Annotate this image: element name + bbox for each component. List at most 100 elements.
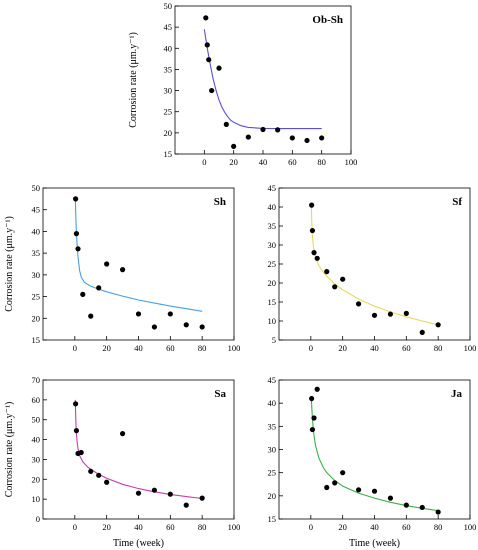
y-tick-label: 0 [36, 514, 40, 524]
fit-curve [310, 396, 439, 512]
x-tick-label: 40 [370, 522, 379, 532]
y-tick-label: 40 [268, 202, 277, 212]
y-tick-label: 40 [164, 43, 173, 53]
y-tick-label: 45 [32, 205, 41, 215]
y-tick-label: 25 [268, 468, 277, 478]
plot-frame [42, 379, 235, 520]
data-point [435, 509, 441, 515]
data-point [355, 487, 362, 493]
x-tick-label: 0 [309, 343, 313, 353]
x-tick-label: 80 [434, 343, 443, 353]
y-tick-label: 25 [164, 107, 173, 117]
y-tick-label: 30 [164, 86, 173, 96]
x-tick-label: 80 [434, 522, 443, 532]
y-tick-label: 40 [32, 435, 41, 445]
data-point [324, 269, 330, 275]
panel-title: Sh [214, 196, 226, 208]
y-axis-label: Corrosion rate (μm.y⁻¹) [4, 216, 15, 312]
data-point [206, 57, 212, 63]
x-tick-label: 20 [338, 522, 347, 532]
data-point [332, 480, 338, 486]
x-tick-label: 0 [73, 522, 77, 532]
x-tick-label: 80 [317, 157, 326, 167]
y-tick-label: 50 [164, 1, 173, 11]
data-point [167, 311, 173, 317]
data-point [88, 468, 94, 474]
x-axis-label: Time (week) [113, 538, 164, 549]
x-tick-label: 60 [288, 157, 297, 167]
fit-curve [310, 203, 439, 326]
data-point [311, 415, 317, 421]
y-tick-label: 35 [268, 421, 277, 431]
panel-title: Sa [214, 388, 226, 400]
panel-sh: 15 20 25 30 35 40 45 50 0 20 40 60 80 100 Sh Corrosion … [4, 183, 240, 353]
y-tick-label: 30 [268, 240, 277, 250]
x-tick-label: 20 [102, 343, 111, 353]
data-point [309, 202, 315, 208]
x-tick-label: 40 [370, 343, 379, 353]
x-axis-label: Time (week) [349, 538, 400, 549]
y-tick-label: 30 [32, 454, 41, 464]
y-tick-label: 45 [164, 22, 173, 32]
data-point [73, 231, 80, 237]
data-point [183, 322, 189, 328]
y-tick-label: 15 [268, 514, 277, 524]
x-tick-label: 100 [464, 522, 477, 532]
data-point [223, 121, 229, 127]
data-point [304, 137, 310, 144]
fit-curve [74, 196, 203, 312]
data-point [340, 470, 346, 476]
fit-curve [203, 29, 322, 130]
y-tick-label: 10 [32, 494, 41, 504]
y-tick-label: 20 [268, 491, 277, 501]
data-point [75, 246, 81, 252]
fit-curve [74, 399, 203, 500]
y-axis-label: Corrosion rate (μm.y⁻¹) [4, 402, 15, 498]
x-tick-label: 40 [259, 157, 268, 167]
data-point [73, 196, 79, 202]
y-tick-label: 25 [268, 259, 277, 269]
data-point [275, 127, 281, 133]
x-tick-label: 60 [402, 343, 411, 353]
panel-ob-sh: 15 20 25 30 35 40 45 50 0 20 40 60 80 100 Ob-Sh Corrosi… [128, 1, 357, 167]
data-point [332, 284, 338, 290]
data-point [314, 255, 320, 261]
data-point [309, 426, 316, 433]
data-point [435, 322, 441, 328]
data-point [119, 267, 126, 273]
data-point [151, 324, 158, 330]
data-point [231, 143, 237, 149]
panel-sa: 0 10 20 30 40 50 60 70 0 20 40 60 80 100 Sa Corrosion r… [4, 375, 240, 549]
panel-sf: 5 10 15 20 25 30 35 40 45 0 20 40 60 80 100 Sf [268, 183, 477, 353]
data-point [387, 495, 394, 501]
data-point [340, 276, 346, 282]
data-point [73, 428, 80, 434]
data-point [319, 135, 325, 141]
data-point [78, 449, 84, 456]
y-tick-label: 70 [32, 375, 41, 385]
y-tick-label: 35 [32, 248, 41, 258]
x-tick-label: 0 [202, 157, 206, 167]
data-point [311, 250, 317, 256]
data-point [260, 126, 266, 133]
data-point [80, 291, 86, 297]
data-point [88, 313, 94, 319]
x-tick-label: 20 [102, 522, 111, 532]
y-tick-label: 20 [32, 313, 41, 323]
data-point [183, 502, 189, 508]
y-tick-label: 45 [268, 375, 277, 385]
y-tick-label: 25 [32, 292, 41, 302]
data-point [245, 134, 251, 140]
data-point [135, 311, 142, 317]
data-point [387, 311, 394, 317]
data-point [309, 227, 316, 234]
y-tick-label: 35 [268, 221, 277, 231]
y-tick-label: 5 [272, 335, 276, 345]
data-point [314, 386, 320, 392]
data-point [419, 504, 425, 511]
y-tick-label: 30 [32, 270, 41, 280]
data-point [204, 42, 210, 48]
x-tick-label: 100 [464, 343, 477, 353]
data-point [216, 65, 222, 71]
